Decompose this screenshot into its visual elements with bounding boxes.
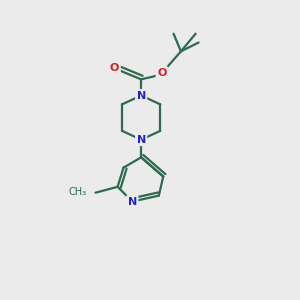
Text: N: N: [136, 91, 146, 100]
Text: N: N: [128, 196, 137, 206]
Text: N: N: [136, 135, 146, 145]
Text: O: O: [110, 63, 119, 73]
Text: O: O: [157, 68, 167, 78]
Text: CH₃: CH₃: [69, 187, 87, 197]
